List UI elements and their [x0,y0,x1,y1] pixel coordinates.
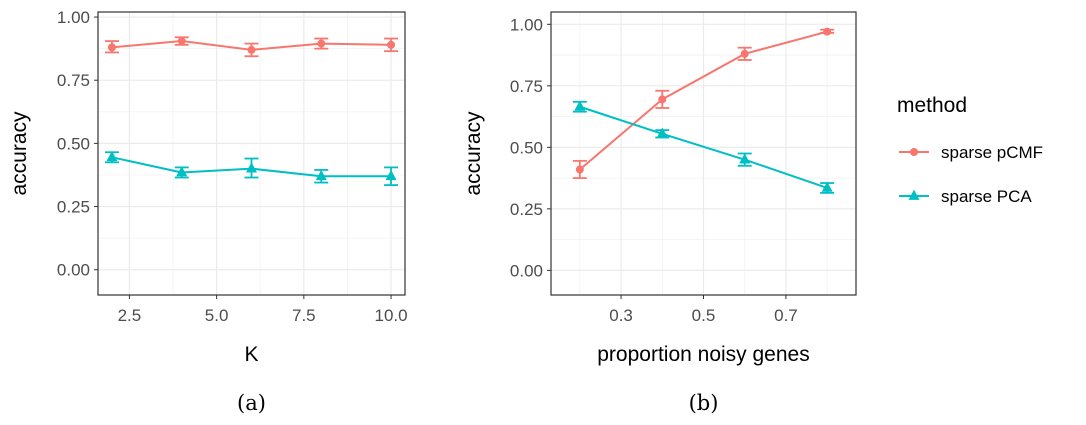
data-point-circle-sparse-pcmf [658,95,667,104]
data-point-triangle-sparse-pca [574,100,586,111]
data-point-circle-sparse-pcmf [317,39,326,48]
panel-a-x-axis-title: K [244,343,258,366]
x-tick-label: 7.5 [292,306,316,325]
panel-a-grid [98,12,405,295]
y-tick-label: 0.50 [57,134,90,153]
y-tick-label: 0.25 [510,200,543,219]
panel-a: 0.00 0.25 0.50 0.75 1.00 2.5 5.0 7.5 10.0 K accu… [8,8,408,415]
panel-b-ticks: 0.00 0.25 0.50 0.75 1.00 0.3 0.5 0.7 [510,15,798,325]
x-tick-label: 0.7 [774,306,798,325]
series-sparse-pca [104,150,399,186]
y-tick-label: 0.50 [510,138,543,157]
y-tick-label: 0.75 [510,77,543,96]
legend-triangle-marker-icon [908,189,920,200]
data-point-circle-sparse-pcmf [823,27,832,36]
data-point-triangle-sparse-pca [656,127,668,138]
data-point-triangle-sparse-pca [315,169,327,181]
panel-b-series [572,27,835,194]
legend: method sparse pCMF sparse PCA [897,94,1043,206]
y-tick-label: 0.00 [57,261,90,280]
panel-a-y-axis-title: accuracy [8,111,31,196]
y-tick-label: 1.00 [510,15,543,34]
data-point-circle-sparse-pcmf [387,40,396,49]
series-line-sparse-pcmf [579,30,828,171]
legend-title: method [897,94,967,117]
y-tick-label: 0.00 [510,261,543,280]
panel-a-caption: (a) [237,391,266,415]
x-tick-label: 0.5 [692,306,716,325]
legend-label-sparse-pca: sparse PCA [941,187,1032,206]
panel-b-y-axis-title: accuracy [462,111,485,196]
data-point-triangle-sparse-pca [176,166,188,177]
series-line-sparse-pca [579,105,828,189]
panel-a-frame [97,11,406,296]
x-tick-label: 5.0 [205,306,229,325]
series-sparse-pcmf [104,36,399,58]
x-tick-label: 10.0 [374,306,407,325]
data-point-triangle-sparse-pca [385,169,397,181]
panel-a-series [104,36,399,186]
y-tick-label: 0.75 [57,71,90,90]
data-point-triangle-sparse-pca [821,181,833,192]
x-tick-label: 2.5 [118,306,142,325]
x-tick-label: 0.3 [609,306,633,325]
data-point-triangle-sparse-pca [246,162,257,173]
data-point-triangle-sparse-pca [739,153,751,164]
data-point-triangle-sparse-pca [106,150,118,162]
panel-b: 0.00 0.25 0.50 0.75 1.00 0.3 0.5 0.7 proportion… [462,11,857,415]
data-point-circle-sparse-pcmf [177,37,186,46]
data-point-circle-sparse-pcmf [107,43,116,52]
series-sparse-pca [572,100,835,194]
panel-a-background [98,12,405,295]
legend-item-sparse-pcmf: sparse pCMF [899,143,1043,162]
y-tick-label: 1.00 [57,8,90,27]
data-point-circle-sparse-pcmf [575,165,584,174]
legend-item-sparse-pca: sparse PCA [899,187,1032,206]
series-sparse-pcmf [572,27,835,180]
y-tick-label: 0.25 [57,198,90,217]
legend-label-sparse-pcmf: sparse pCMF [941,143,1043,162]
panel-b-caption: (b) [689,391,719,415]
panel-a-ticks: 0.00 0.25 0.50 0.75 1.00 2.5 5.0 7.5 10.0 [57,8,408,325]
legend-circle-marker-icon [910,148,918,156]
data-point-circle-sparse-pcmf [247,45,256,54]
panel-b-x-axis-title: proportion noisy genes [597,343,809,366]
data-point-circle-sparse-pcmf [740,49,749,58]
